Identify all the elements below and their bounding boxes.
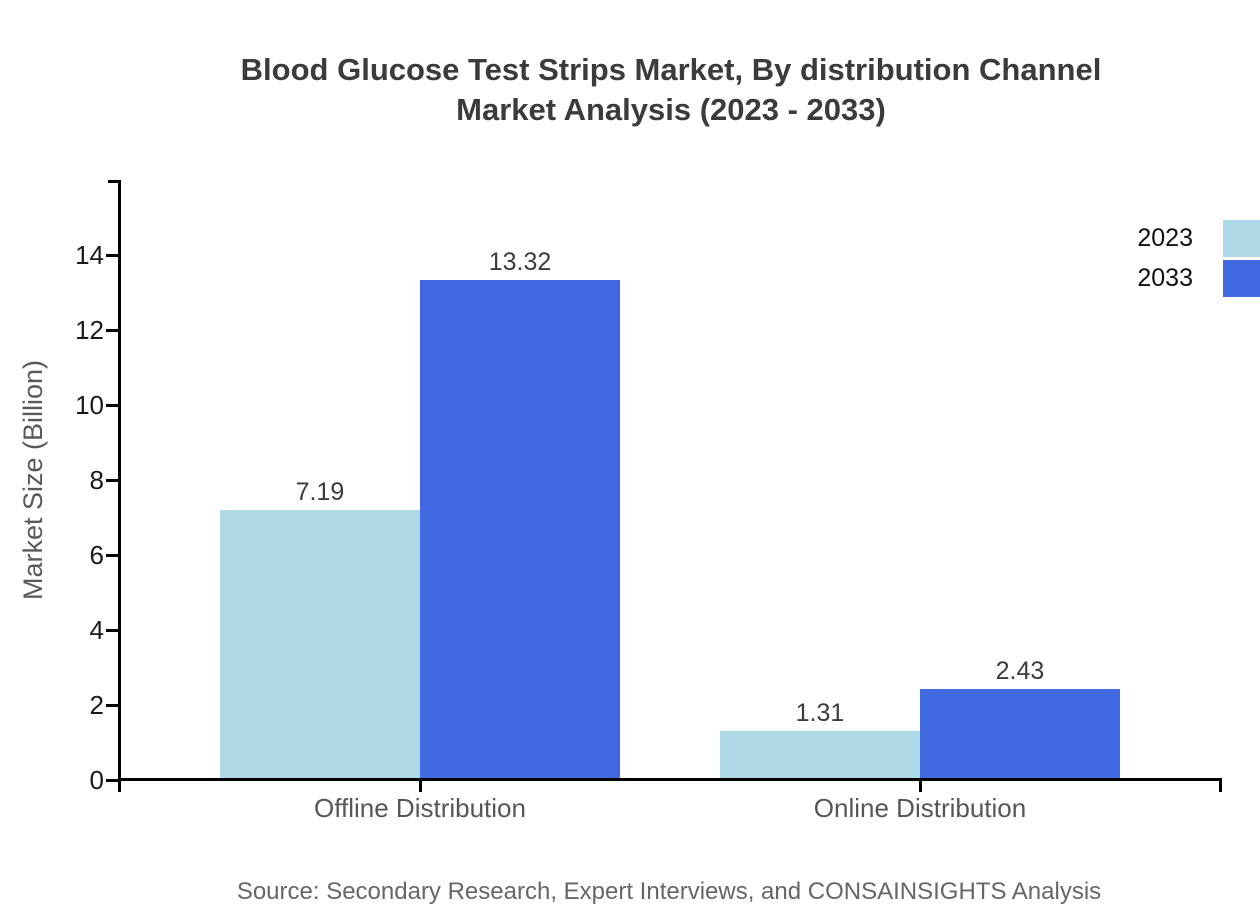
- y-tick-label: 0: [89, 765, 104, 795]
- bar-value-label: 2.43: [995, 657, 1045, 685]
- bar-value-label: 7.19: [295, 478, 345, 506]
- y-tick-label: 14: [75, 240, 104, 270]
- y-tick-mark: [106, 778, 118, 782]
- bar-2033-online: [920, 689, 1120, 780]
- chart-title-line-1: Blood Glucose Test Strips Market, By dis…: [240, 52, 1102, 87]
- bar-2033-offline: [420, 280, 620, 780]
- y-tick-label: 10: [75, 390, 104, 420]
- y-tick-label: 6: [89, 540, 104, 570]
- y-tick-label: 4: [89, 615, 104, 645]
- legend-swatch-2033: [1223, 259, 1260, 297]
- bar-2023-online: [720, 731, 920, 780]
- legend-item-2033: 2033: [1123, 259, 1260, 297]
- y-tick-mark: [106, 328, 118, 332]
- category-label-offline: Offline Distribution: [314, 793, 526, 823]
- y-tick-mark: [106, 628, 118, 632]
- y-tick-mark: [106, 703, 118, 707]
- source-note: Source: Secondary Research, Expert Inter…: [236, 878, 1102, 905]
- y-tick-mark: [106, 553, 118, 557]
- y-tick-mark: [106, 403, 118, 407]
- y-axis-line: [118, 180, 121, 792]
- x-tick-mark: [918, 778, 922, 792]
- x-axis-end-cap-tick: [1219, 778, 1222, 792]
- y-tick-label: 2: [89, 690, 104, 720]
- y-tick-mark: [106, 253, 118, 257]
- bar-value-label: 1.31: [795, 699, 845, 727]
- bar-2023-offline: [220, 510, 420, 780]
- x-tick-mark: [418, 778, 422, 792]
- x-axis-line: [118, 778, 1222, 781]
- legend-label: 2033: [1137, 263, 1193, 292]
- category-label-online: Online Distribution: [813, 793, 1027, 823]
- y-axis-top-cap-tick: [108, 180, 121, 183]
- y-tick-label: 8: [89, 465, 104, 495]
- y-tick-mark: [106, 478, 118, 482]
- legend-label: 2023: [1137, 223, 1193, 252]
- y-tick-label: 12: [75, 315, 104, 345]
- chart-title-line-2: Market Analysis (2023 - 2033): [456, 92, 886, 127]
- bar-value-label: 13.32: [488, 248, 552, 276]
- chart-title: Blood Glucose Test Strips Market, By dis…: [41, 50, 1260, 130]
- legend-swatch-2023: [1223, 219, 1260, 257]
- legend-item-2023: 2023: [1123, 219, 1260, 257]
